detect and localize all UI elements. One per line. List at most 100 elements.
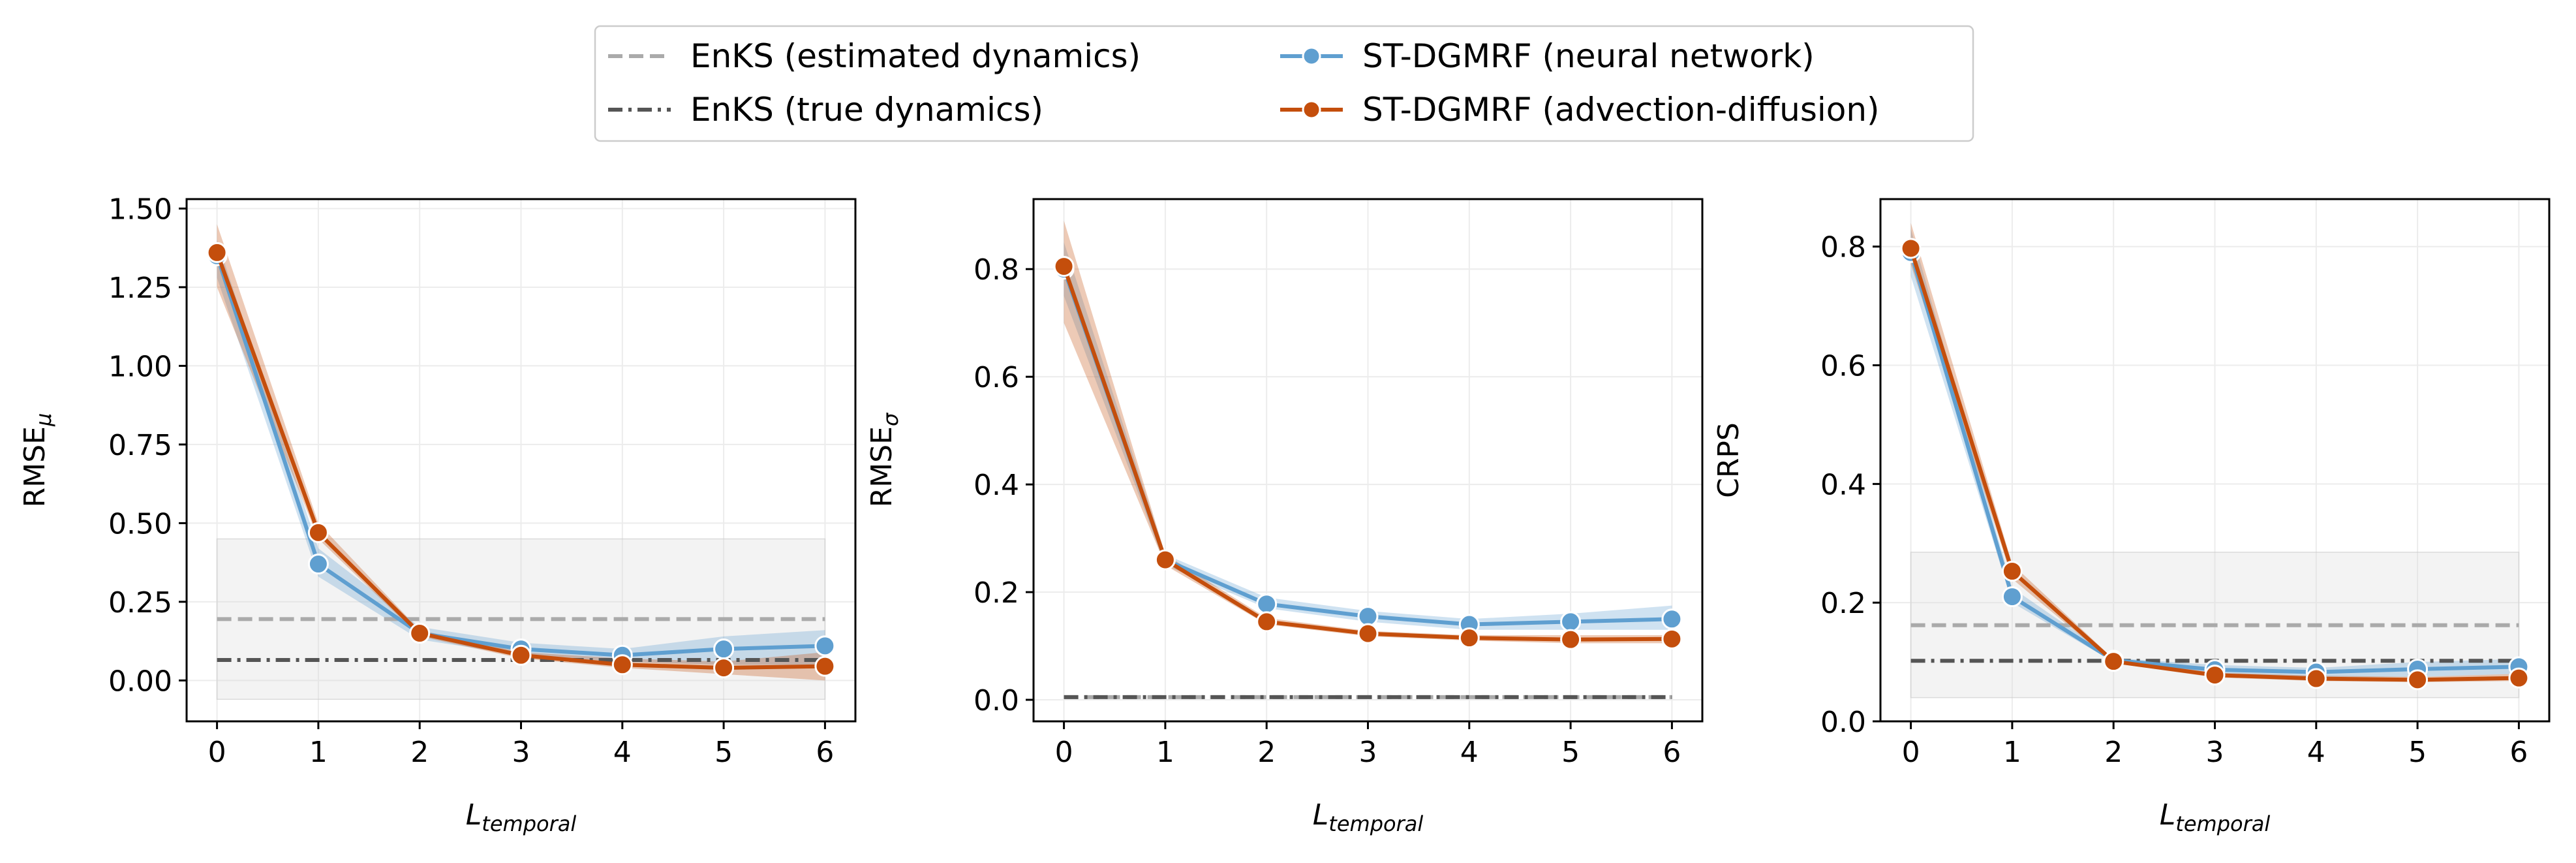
y-tick-label: 0.8 xyxy=(1820,231,1866,264)
x-tick-label: 5 xyxy=(714,736,733,769)
data-point xyxy=(2407,669,2429,691)
data-point xyxy=(1661,608,1683,630)
x-tick-label: 5 xyxy=(1561,736,1580,769)
y-tick-label: 1.50 xyxy=(108,193,172,226)
legend-label: EnKS (true dynamics) xyxy=(690,91,1043,129)
x-tick-label: 0 xyxy=(1055,736,1073,769)
plot-area xyxy=(1034,199,1702,721)
data-point xyxy=(206,242,228,263)
x-tick-label: 2 xyxy=(1257,736,1276,769)
legend-label: ST-DGMRF (advection-diffusion) xyxy=(1362,91,1880,129)
chart-panel-2: 0 1 2 3 4 5 6 0.0 0.2 0.4 0.6 0.8 Ltemporal RMSEσ xyxy=(865,198,1704,836)
chart-panel-3: 0 1 2 3 4 5 6 0.0 0.2 0.4 0.6 0.8 Ltemporal CRPS xyxy=(1712,198,2551,836)
x-tick-label: 1 xyxy=(2003,736,2021,769)
data-point xyxy=(2204,665,2226,686)
legend-entry: EnKS (estimated dynamics) xyxy=(608,37,1141,75)
data-point xyxy=(1900,238,1922,259)
data-point xyxy=(307,522,329,543)
x-axis-label-subscript: temporal xyxy=(482,811,576,836)
data-point xyxy=(814,635,836,657)
data-point xyxy=(611,654,633,676)
x-tick-label: 4 xyxy=(613,736,632,769)
data-point xyxy=(307,554,329,575)
x-tick-label: 6 xyxy=(1663,736,1681,769)
x-tick-label: 5 xyxy=(2408,736,2427,769)
panels: 0 1 2 3 4 5 60.000.250.500.751.001.251.50Ltemp… xyxy=(18,193,2551,836)
y-axis-label: RMSEσ xyxy=(865,412,903,507)
data-point xyxy=(2305,668,2327,689)
y-axis-label-main: RMSE xyxy=(18,426,52,507)
y-tick-label: 0.6 xyxy=(974,361,1019,394)
y-tick-label: 0.0 xyxy=(1820,706,1866,739)
data-point xyxy=(1661,628,1683,650)
y-tick-label: 0.4 xyxy=(1820,468,1866,501)
x-axis-label: Ltemporal xyxy=(2160,798,2271,836)
data-point xyxy=(713,657,735,679)
x-tick-label: 3 xyxy=(2206,736,2224,769)
data-point xyxy=(1256,611,1278,633)
x-tick-label: 0 xyxy=(1902,736,1920,769)
x-tick-label: 6 xyxy=(816,736,834,769)
x-tick-label: 4 xyxy=(1460,736,1479,769)
legend-marker-swatch xyxy=(1302,100,1321,119)
data-point xyxy=(2508,667,2530,689)
plot-area xyxy=(187,199,855,721)
y-tick-label: 0.00 xyxy=(108,665,172,698)
x-tick-label: 1 xyxy=(1156,736,1174,769)
x-tick-label: 1 xyxy=(309,736,328,769)
x-tick-label: 4 xyxy=(2307,736,2325,769)
legend: EnKS (estimated dynamics) EnKS (true dyna… xyxy=(594,25,1974,142)
data-point xyxy=(1560,629,1582,650)
data-point xyxy=(1053,256,1075,277)
legend-label: EnKS (estimated dynamics) xyxy=(690,37,1141,75)
data-point xyxy=(510,644,532,666)
y-axis-label: RMSEμ xyxy=(18,413,56,508)
data-point xyxy=(814,655,836,677)
data-point xyxy=(1357,623,1379,644)
data-point xyxy=(1357,606,1379,627)
data-point xyxy=(2001,586,2023,608)
data-point xyxy=(409,623,431,644)
legend-label: ST-DGMRF (neural network) xyxy=(1362,37,1815,75)
chart-panel-1: 0 1 2 3 4 5 6 0.00 0.25 0.50 0.75 1.00 1.25 1.50 Ltemp… xyxy=(18,193,857,836)
y-axis-label-subscript: σ xyxy=(878,412,903,426)
x-tick-label: 2 xyxy=(410,736,429,769)
y-tick-label: 0.2 xyxy=(1820,587,1866,620)
y-tick-label: 0.4 xyxy=(974,469,1019,502)
x-tick-label: 2 xyxy=(2104,736,2123,769)
data-point xyxy=(1256,593,1278,615)
y-axis-label: CRPS xyxy=(1712,422,1745,498)
legend-marker-swatch xyxy=(1302,46,1321,66)
legend-entry: EnKS (true dynamics) xyxy=(608,91,1043,129)
data-point xyxy=(1154,549,1176,571)
x-axis-label-main: L xyxy=(1313,798,1329,832)
x-tick-label: 0 xyxy=(208,736,226,769)
y-tick-label: 1.25 xyxy=(108,272,172,305)
x-tick-label: 6 xyxy=(2509,736,2528,769)
legend-entry: ST-DGMRF (advection-diffusion) xyxy=(1280,91,1880,129)
x-tick-label: 3 xyxy=(1359,736,1377,769)
y-axis-label-subscript: μ xyxy=(31,413,56,427)
plot-area xyxy=(1880,199,2549,721)
data-point xyxy=(2103,651,2124,672)
x-axis-label-subscript: temporal xyxy=(2175,811,2270,836)
y-tick-label: 0.0 xyxy=(974,684,1019,717)
data-point xyxy=(2001,561,2023,582)
y-axis-label-main: CRPS xyxy=(1712,422,1745,498)
x-axis-label: Ltemporal xyxy=(466,798,577,836)
legend-frame xyxy=(594,25,1974,142)
y-tick-label: 0.6 xyxy=(1820,350,1866,383)
legend-entry: ST-DGMRF (neural network) xyxy=(1280,37,1815,75)
y-tick-label: 1.00 xyxy=(108,350,172,383)
x-tick-label: 3 xyxy=(512,736,530,769)
y-tick-label: 0.50 xyxy=(108,507,172,541)
y-tick-label: 0.75 xyxy=(108,429,172,462)
y-tick-label: 0.25 xyxy=(108,586,172,620)
x-axis-label: Ltemporal xyxy=(1313,798,1424,836)
data-point xyxy=(713,638,735,660)
data-point xyxy=(1560,611,1582,633)
x-axis-label-main: L xyxy=(466,798,482,832)
data-point xyxy=(1458,627,1480,649)
y-tick-label: 0.8 xyxy=(974,253,1019,287)
